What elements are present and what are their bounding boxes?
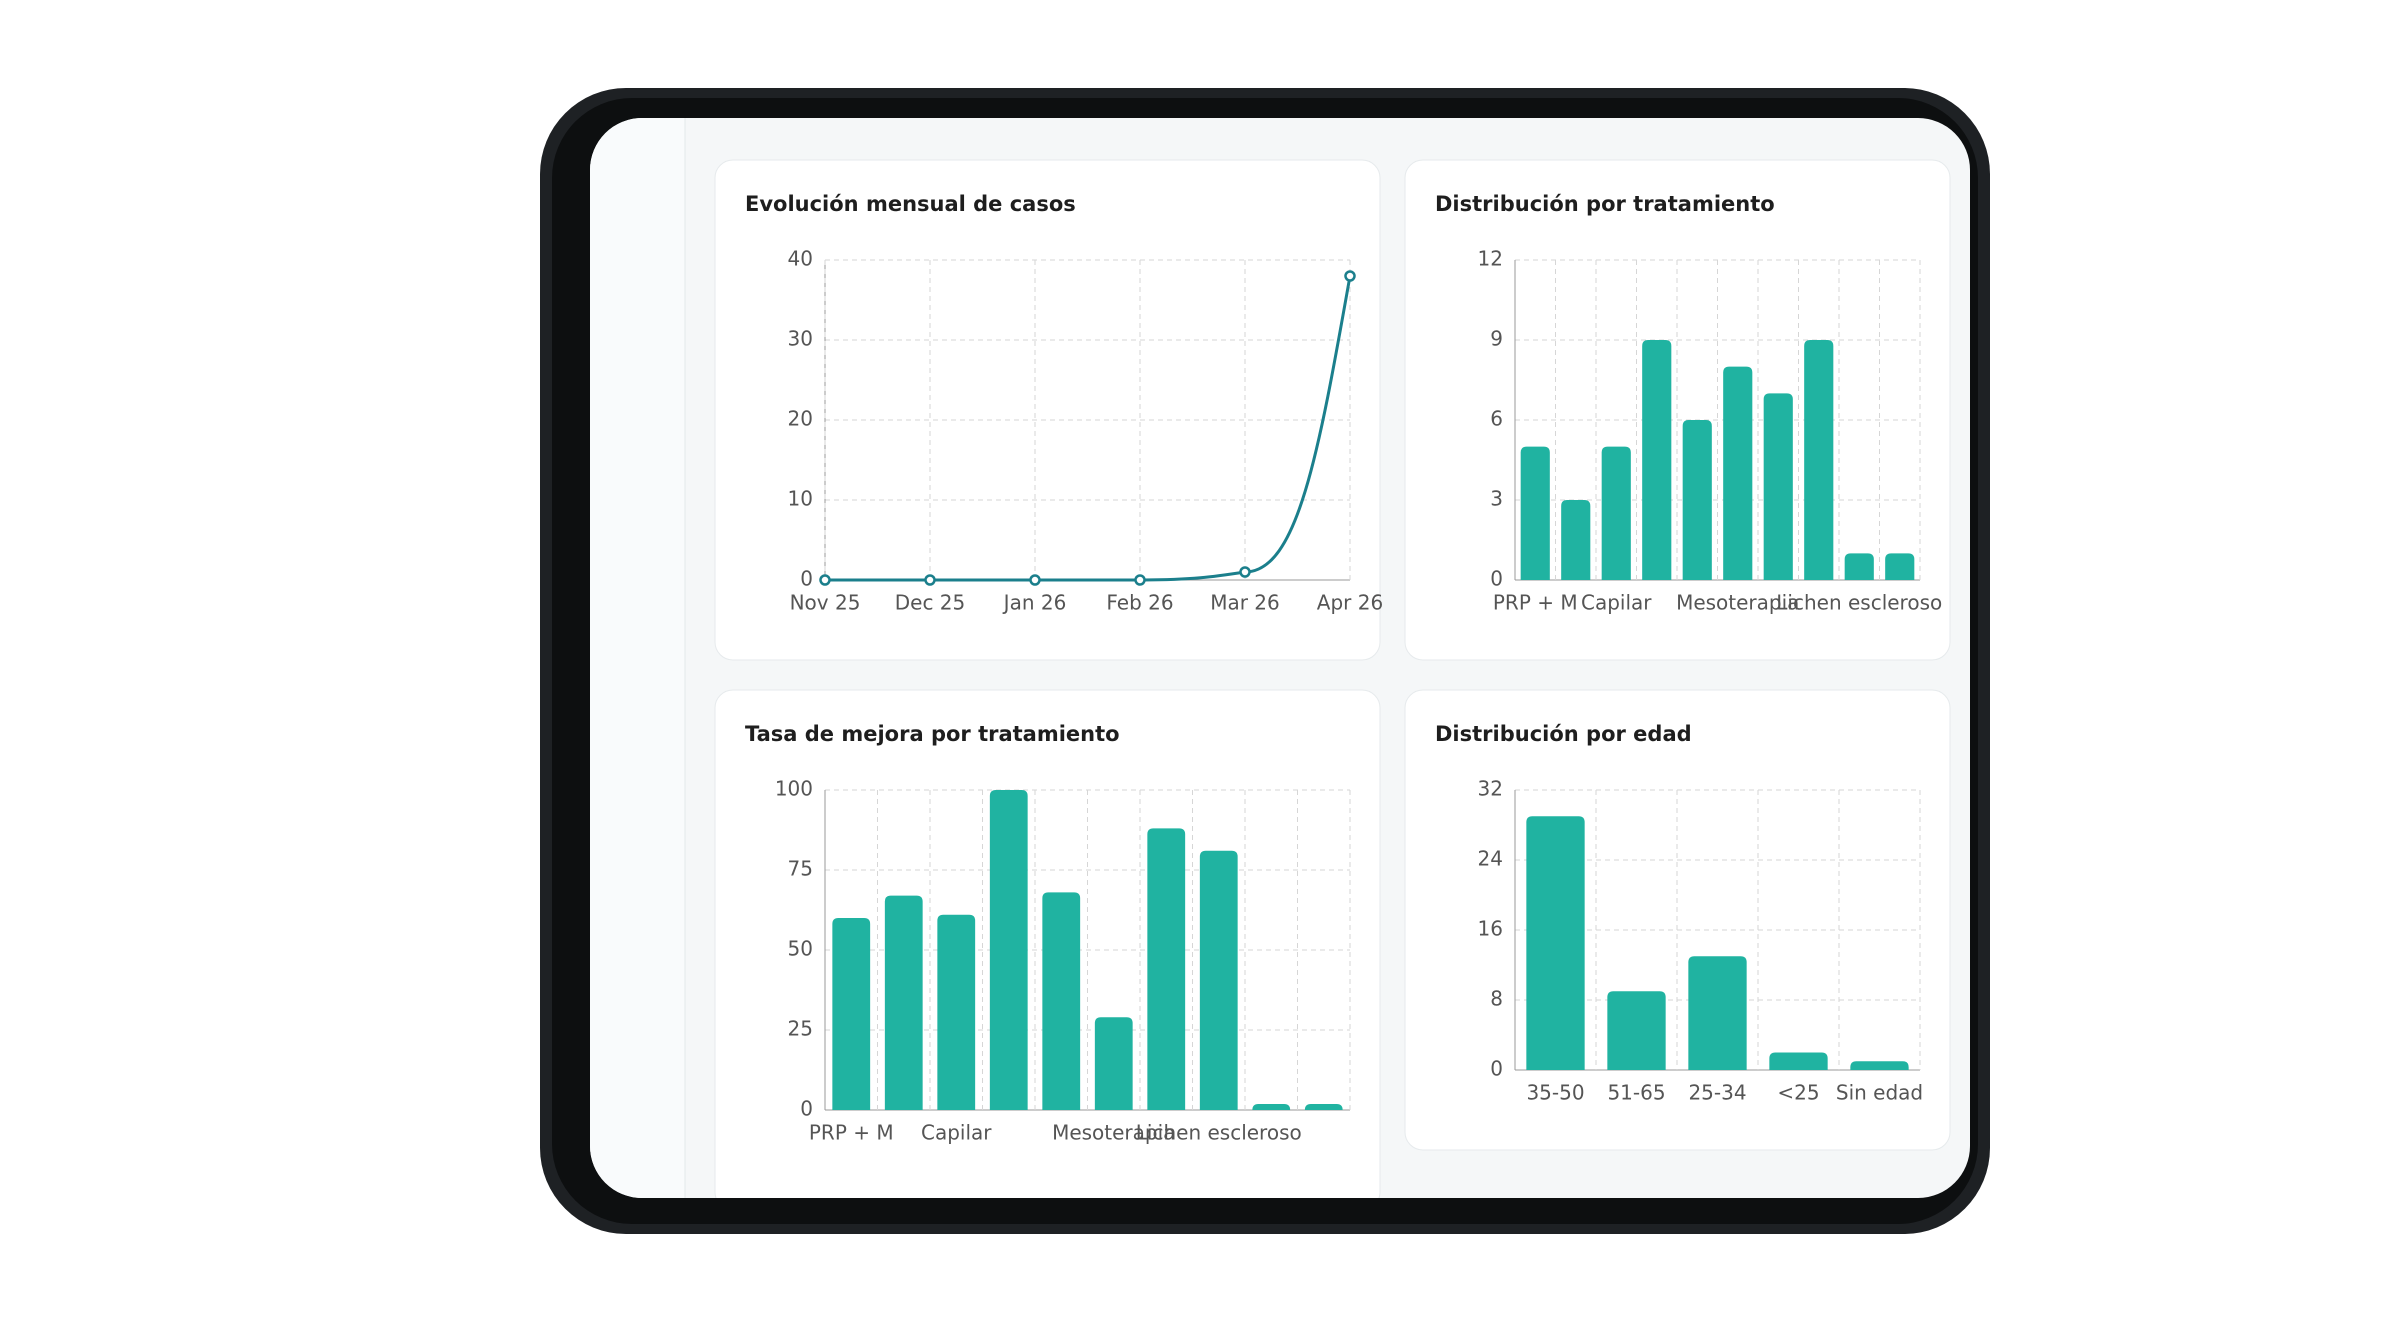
bar bbox=[1850, 1061, 1909, 1070]
x-tick-label: Lichen escleroso bbox=[1776, 591, 1942, 615]
bar bbox=[989, 790, 1028, 1110]
bar bbox=[1601, 446, 1631, 580]
bar bbox=[1147, 828, 1186, 1110]
bar bbox=[884, 895, 923, 1110]
y-tick-label: 9 bbox=[1490, 327, 1503, 351]
bar bbox=[1723, 366, 1753, 580]
point bbox=[1029, 574, 1041, 586]
bar bbox=[1252, 1104, 1291, 1110]
x-tick-label: Feb 26 bbox=[1106, 591, 1173, 615]
chart-card: Distribución por edad 0 8 16 24 32 35-50 51-65 2… bbox=[1404, 689, 1951, 1151]
x-tick-label: Dec 25 bbox=[895, 591, 966, 615]
bar bbox=[1763, 393, 1793, 580]
card bbox=[1404, 159, 1951, 661]
bar bbox=[1804, 340, 1834, 580]
x-tick-label: 51-65 bbox=[1607, 1081, 1665, 1105]
y-tick-label: 0 bbox=[1490, 1057, 1503, 1081]
x-tick-label: Capilar bbox=[1581, 591, 1652, 615]
x-tick-label: Sin edad bbox=[1836, 1081, 1923, 1105]
y-tick-label: 12 bbox=[1478, 247, 1503, 271]
point bbox=[1344, 270, 1356, 282]
y-tick-label: 6 bbox=[1490, 407, 1503, 431]
sidebar bbox=[590, 118, 685, 1198]
y-tick-label: 3 bbox=[1490, 487, 1503, 511]
bar bbox=[1682, 420, 1712, 580]
chart-title: Distribución por tratamiento bbox=[1435, 192, 1775, 216]
bar bbox=[1769, 1052, 1828, 1070]
x-tick-label: 25-34 bbox=[1688, 1081, 1746, 1105]
y-tick-label: 75 bbox=[788, 857, 813, 881]
chart-title: Distribución por edad bbox=[1435, 722, 1692, 746]
y-tick-label: 100 bbox=[775, 777, 813, 801]
bar bbox=[1688, 956, 1747, 1070]
x-tick-label: 35-50 bbox=[1526, 1081, 1584, 1105]
chart-card: Tasa de mejora por tratamiento 0 25 50 75 100… bbox=[714, 689, 1381, 1198]
chart-title: Evolución mensual de casos bbox=[745, 192, 1076, 216]
y-tick-label: 20 bbox=[788, 407, 813, 431]
bar bbox=[1526, 816, 1585, 1070]
bar bbox=[1844, 553, 1874, 580]
x-tick-label: Lichen escleroso bbox=[1136, 1121, 1302, 1145]
bar bbox=[937, 914, 976, 1110]
point bbox=[819, 574, 831, 586]
y-tick-label: 40 bbox=[788, 247, 813, 271]
y-tick-label: 0 bbox=[800, 1097, 813, 1121]
bar bbox=[1304, 1104, 1343, 1110]
x-tick-label: Capilar bbox=[921, 1121, 992, 1145]
x-tick-label: Mesoterapia bbox=[1052, 1121, 1175, 1145]
x-tick-label: Mar 26 bbox=[1210, 591, 1280, 615]
y-tick-label: 50 bbox=[788, 937, 813, 961]
chart-card: Evolución mensual de casos 0 10 20 30 40 Nov 2… bbox=[714, 159, 1383, 661]
bar bbox=[1520, 446, 1550, 580]
point bbox=[1134, 574, 1146, 586]
y-tick-label: 8 bbox=[1490, 987, 1503, 1011]
y-tick-label: 10 bbox=[788, 487, 813, 511]
x-tick-label: Nov 25 bbox=[790, 591, 861, 615]
y-tick-label: 32 bbox=[1478, 777, 1503, 801]
y-tick-label: 24 bbox=[1478, 847, 1503, 871]
y-tick-label: 16 bbox=[1478, 917, 1503, 941]
card bbox=[714, 159, 1381, 661]
x-tick-label: <25 bbox=[1777, 1081, 1819, 1105]
y-tick-label: 25 bbox=[788, 1017, 813, 1041]
bar bbox=[1199, 850, 1238, 1110]
bar bbox=[832, 918, 871, 1110]
point bbox=[1239, 566, 1251, 578]
bar bbox=[1642, 340, 1672, 580]
x-tick-label: PRP + M bbox=[1493, 591, 1578, 615]
bar bbox=[1607, 991, 1666, 1070]
chart-title: Tasa de mejora por tratamiento bbox=[745, 722, 1120, 746]
bar bbox=[1885, 553, 1915, 580]
y-tick-label: 0 bbox=[1490, 567, 1503, 591]
y-tick-label: 0 bbox=[800, 567, 813, 591]
x-tick-label: Mesoterapia bbox=[1676, 591, 1799, 615]
x-tick-label: PRP + M bbox=[809, 1121, 894, 1145]
y-tick-label: 30 bbox=[788, 327, 813, 351]
bar bbox=[1042, 892, 1081, 1110]
bar bbox=[1561, 500, 1591, 580]
chart-card: Distribución por tratamiento 0 3 6 9 12 PRP + … bbox=[1404, 159, 1951, 661]
x-tick-label: Apr 26 bbox=[1317, 591, 1383, 615]
point bbox=[924, 574, 936, 586]
bar bbox=[1094, 1017, 1133, 1110]
x-tick-label: Jan 26 bbox=[1002, 591, 1067, 615]
